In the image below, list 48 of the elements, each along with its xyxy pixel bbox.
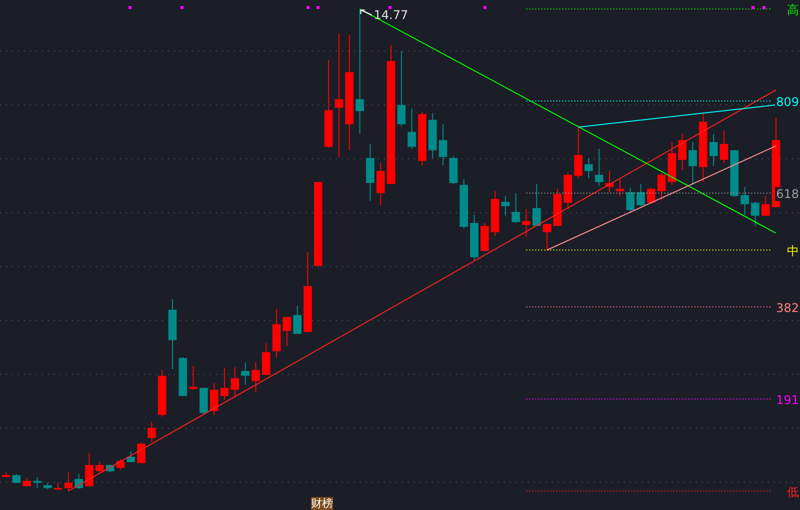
candlestick bbox=[408, 108, 416, 150]
candlestick bbox=[751, 201, 760, 226]
annotation: 14.77 bbox=[374, 8, 408, 22]
candlestick bbox=[709, 133, 718, 167]
candlestick bbox=[356, 8, 364, 134]
candlestick bbox=[720, 130, 728, 164]
candlestick bbox=[532, 183, 541, 226]
candlestick bbox=[220, 368, 229, 400]
candlestick bbox=[657, 172, 666, 200]
candlestick bbox=[761, 196, 770, 216]
candlestick bbox=[64, 472, 73, 492]
candlestick bbox=[210, 382, 218, 416]
candlestick bbox=[574, 126, 582, 179]
candlestick bbox=[282, 316, 292, 346]
candlestick bbox=[688, 142, 697, 186]
candlestick bbox=[241, 362, 250, 386]
text: 财榜 bbox=[311, 497, 333, 510]
candlestick bbox=[626, 187, 634, 212]
candlestick bbox=[230, 366, 240, 397]
candlestick bbox=[116, 458, 125, 470]
candlestick bbox=[678, 133, 687, 170]
ref-line-label: 191 bbox=[776, 392, 799, 407]
ref-line-label: 809 bbox=[776, 95, 799, 110]
candlestick bbox=[189, 366, 198, 390]
candlestick bbox=[262, 342, 270, 376]
candlestick bbox=[594, 148, 604, 186]
candlestick bbox=[376, 162, 385, 206]
ref-line-label: 低 bbox=[787, 485, 799, 499]
candlestick bbox=[252, 361, 260, 393]
candlestick bbox=[293, 305, 302, 334]
candlestick bbox=[636, 183, 645, 207]
candlestick bbox=[522, 208, 530, 238]
candlestick bbox=[740, 186, 749, 216]
candlestick bbox=[85, 452, 94, 487]
ref-line-label: 382 bbox=[776, 300, 799, 315]
candlestick bbox=[646, 187, 656, 205]
candlestick bbox=[542, 223, 552, 250]
candlestick bbox=[334, 32, 344, 158]
candlestick bbox=[397, 50, 406, 127]
candlestick bbox=[512, 192, 520, 224]
candlestick bbox=[33, 476, 42, 489]
ref-line-label: 高 bbox=[787, 3, 799, 17]
ref-line-label: 618 bbox=[776, 187, 799, 202]
candlestick bbox=[148, 422, 156, 442]
candlestick bbox=[438, 124, 448, 166]
candlestick bbox=[95, 462, 104, 474]
candlestick bbox=[584, 157, 593, 179]
ref-line-label: 中 bbox=[787, 244, 799, 258]
